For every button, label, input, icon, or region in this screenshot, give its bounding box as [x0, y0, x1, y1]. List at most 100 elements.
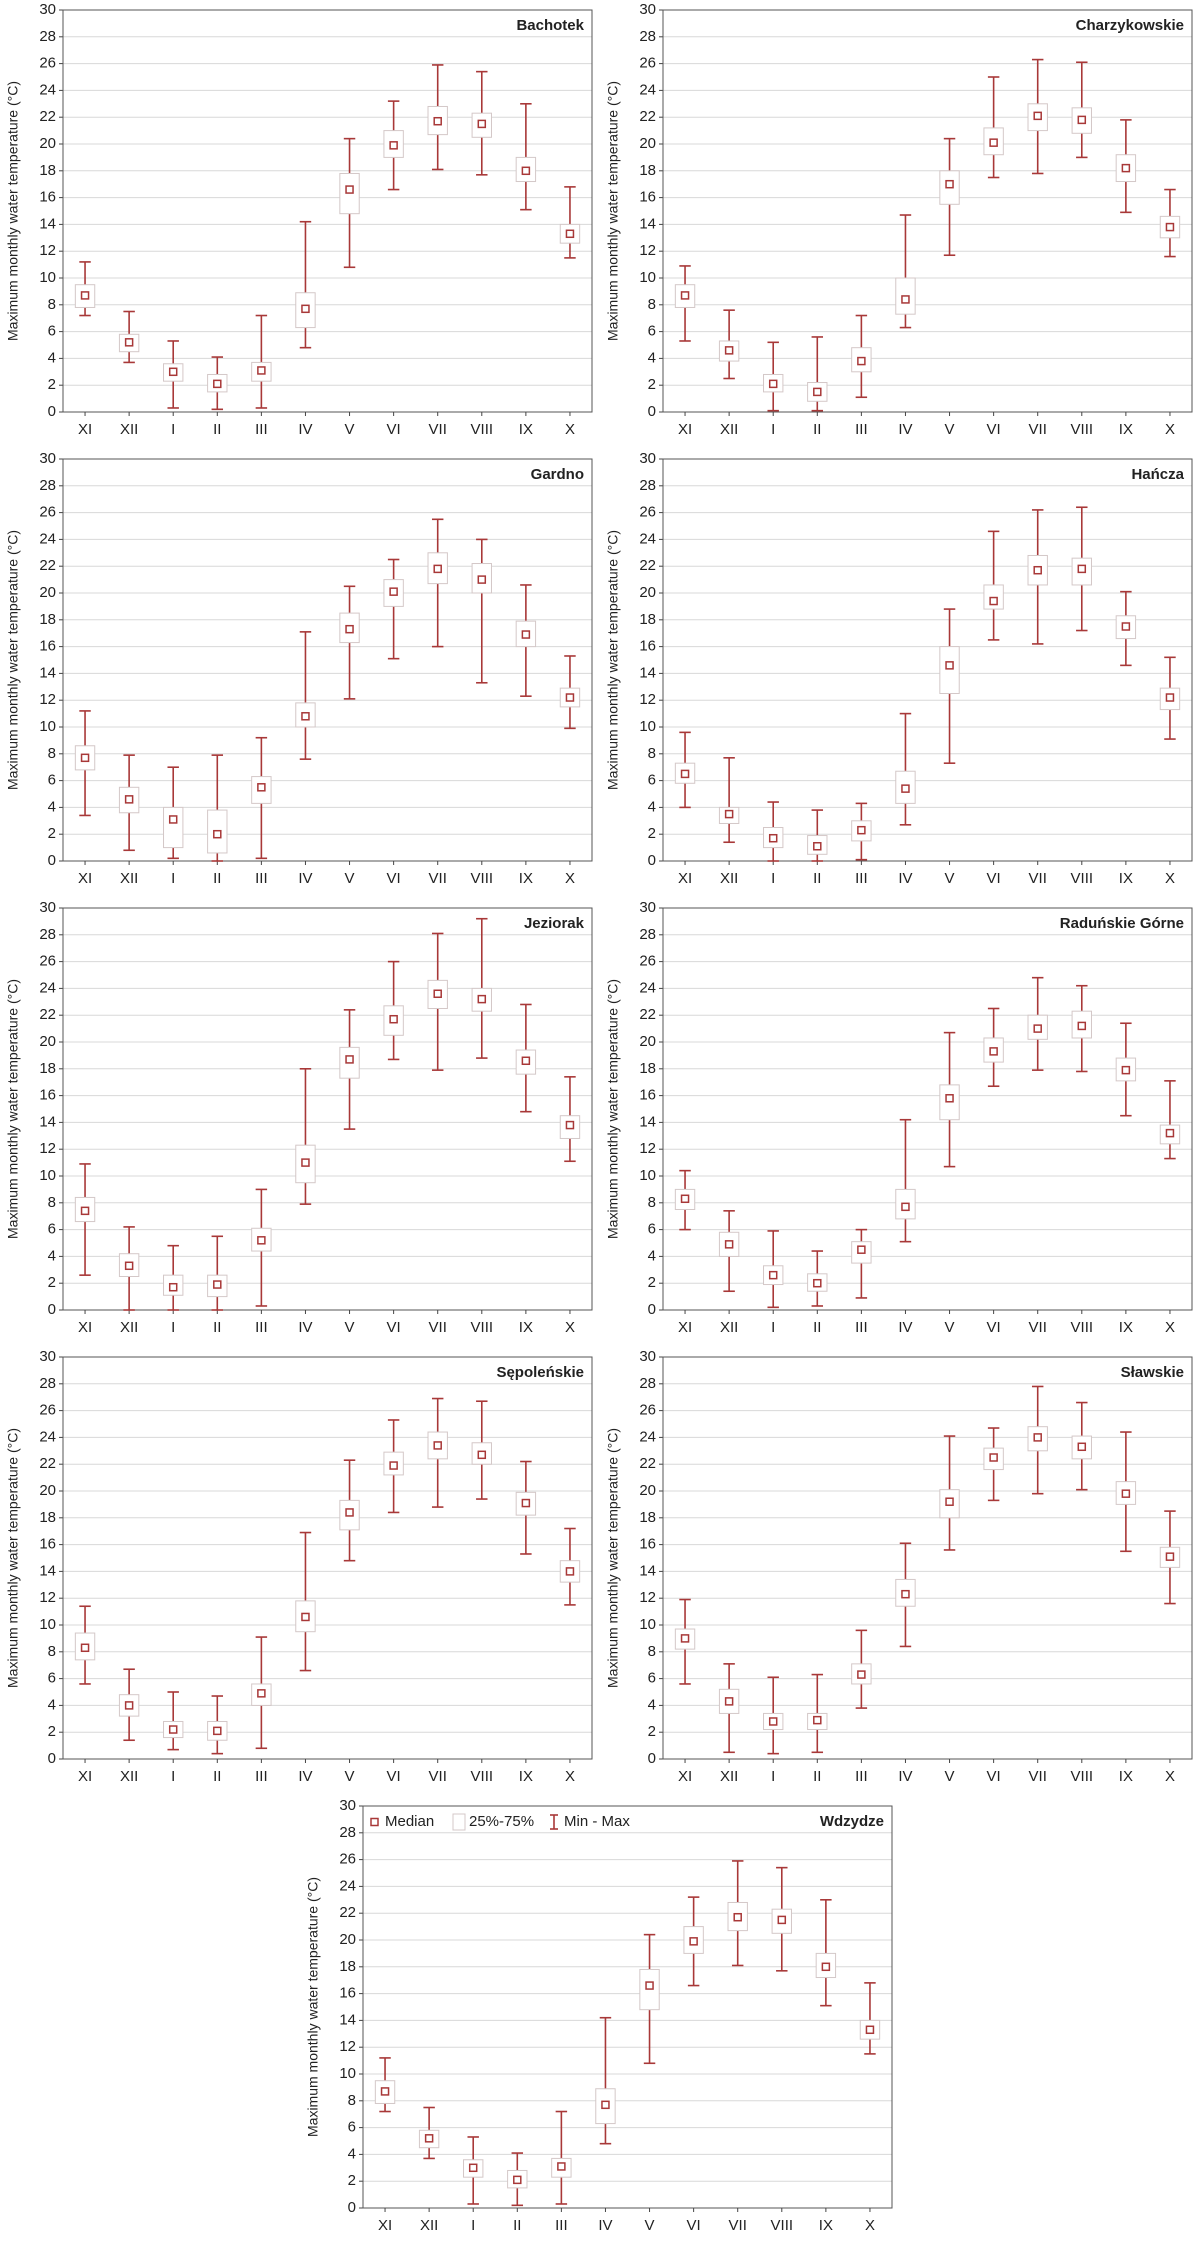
- y-tick-label: 20: [639, 1482, 656, 1499]
- y-tick-label: 22: [39, 1006, 56, 1023]
- y-axis-title: Maximum monthly water temperature (°C): [305, 1877, 321, 2137]
- median: [1121, 622, 1131, 631]
- y-tick-label: 30: [39, 899, 56, 916]
- median: [80, 1643, 90, 1653]
- median: [477, 1450, 487, 1460]
- x-tick-label: II: [213, 421, 221, 438]
- y-tick-label: 6: [648, 1670, 656, 1687]
- x-tick-label: VI: [387, 1768, 401, 1785]
- plot-area: [63, 459, 592, 861]
- y-tick-label: 20: [39, 584, 56, 601]
- y-tick-label: 16: [339, 1985, 356, 2002]
- median: [680, 1634, 690, 1643]
- chart-title: Jeziorak: [524, 915, 585, 932]
- y-tick-label: 12: [39, 691, 56, 708]
- x-tick-label: IV: [298, 1319, 312, 1336]
- x-tick-label: IV: [598, 2217, 612, 2234]
- median: [257, 783, 266, 792]
- median: [565, 1120, 575, 1130]
- median: [389, 587, 398, 596]
- plot-border: [662, 1356, 1193, 1760]
- y-tick-label: 4: [48, 1696, 56, 1713]
- y-tick-label: 10: [639, 718, 656, 735]
- y-tick-label: 16: [639, 1536, 656, 1553]
- y-tick-label: 0: [648, 1750, 656, 1767]
- y-tick-label: 28: [639, 477, 656, 494]
- y-tick-label: 28: [639, 28, 656, 45]
- chart-title: Raduńskie Górne: [1060, 915, 1184, 932]
- y-tick-label: 24: [639, 1428, 656, 1445]
- x-tick-label: VI: [387, 421, 401, 438]
- y-tick-label: 4: [48, 798, 56, 815]
- x-tick-label: IX: [1119, 1768, 1133, 1785]
- median: [424, 2134, 434, 2143]
- y-tick-label: 22: [639, 1455, 656, 1472]
- y-tick-label: 4: [648, 1247, 656, 1264]
- y-tick-label: 22: [339, 1904, 356, 1921]
- median: [945, 1497, 954, 1506]
- median: [168, 1725, 178, 1734]
- median: [557, 2162, 566, 2171]
- y-tick-label: 26: [39, 953, 56, 970]
- y-tick-label: 26: [39, 55, 56, 72]
- x-tick-label: III: [255, 1319, 268, 1336]
- y-tick-label: 16: [639, 1087, 656, 1104]
- plot-border: [662, 9, 1193, 413]
- median: [777, 1915, 787, 1925]
- median: [821, 1962, 831, 1972]
- plot-area: [63, 908, 592, 1310]
- median: [345, 624, 354, 634]
- y-tick-label: 18: [39, 1509, 56, 1526]
- x-tick-label: VIII: [1071, 421, 1094, 438]
- y-tick-label: 14: [639, 1562, 656, 1579]
- x-tick-label: VI: [687, 2217, 701, 2234]
- median: [945, 1094, 954, 1103]
- median: [901, 295, 910, 304]
- y-tick-label: 14: [639, 664, 656, 681]
- x-tick-label: XI: [78, 1319, 92, 1336]
- y-tick-label: 6: [48, 323, 56, 340]
- y-tick-label: 18: [39, 611, 56, 628]
- y-tick-label: 4: [48, 1247, 56, 1264]
- median: [724, 1240, 734, 1249]
- median: [521, 166, 531, 176]
- y-axis-title: Maximum monthly water temperature (°C): [5, 81, 21, 341]
- median: [680, 291, 690, 300]
- median: [1121, 163, 1131, 173]
- y-tick-label: 8: [48, 1643, 56, 1660]
- box: [163, 806, 184, 849]
- x-tick-label: I: [771, 1319, 775, 1336]
- y-tick-label: 24: [339, 1877, 356, 1894]
- y-tick-label: 28: [39, 28, 56, 45]
- y-tick-label: 8: [348, 2092, 356, 2109]
- y-tick-label: 8: [48, 745, 56, 762]
- x-tick-label: III: [855, 1319, 868, 1336]
- y-tick-label: 2: [48, 376, 56, 393]
- y-tick-label: 24: [39, 81, 56, 98]
- y-tick-label: 2: [648, 1723, 656, 1740]
- x-tick-label: VIII: [771, 2217, 794, 2234]
- y-tick-label: 24: [639, 979, 656, 996]
- median: [1165, 1128, 1175, 1138]
- median: [345, 1508, 354, 1517]
- y-axis-title: Maximum monthly water temperature (°C): [605, 530, 621, 790]
- y-tick-label: 12: [39, 242, 56, 259]
- median: [168, 367, 178, 377]
- median: [213, 829, 222, 839]
- y-tick-label: 4: [48, 349, 56, 366]
- y-tick-label: 14: [39, 215, 56, 232]
- x-tick-label: XI: [78, 1768, 92, 1785]
- median: [989, 1453, 998, 1462]
- median: [680, 1194, 690, 1204]
- median: [724, 1697, 734, 1706]
- y-tick-label: 14: [39, 664, 56, 681]
- x-tick-label: VIII: [1071, 1768, 1094, 1785]
- y-tick-label: 12: [639, 242, 656, 259]
- y-tick-label: 28: [39, 477, 56, 494]
- x-tick-label: VII: [429, 1319, 447, 1336]
- median: [477, 119, 487, 129]
- y-tick-label: 8: [648, 1643, 656, 1660]
- median: [124, 338, 134, 347]
